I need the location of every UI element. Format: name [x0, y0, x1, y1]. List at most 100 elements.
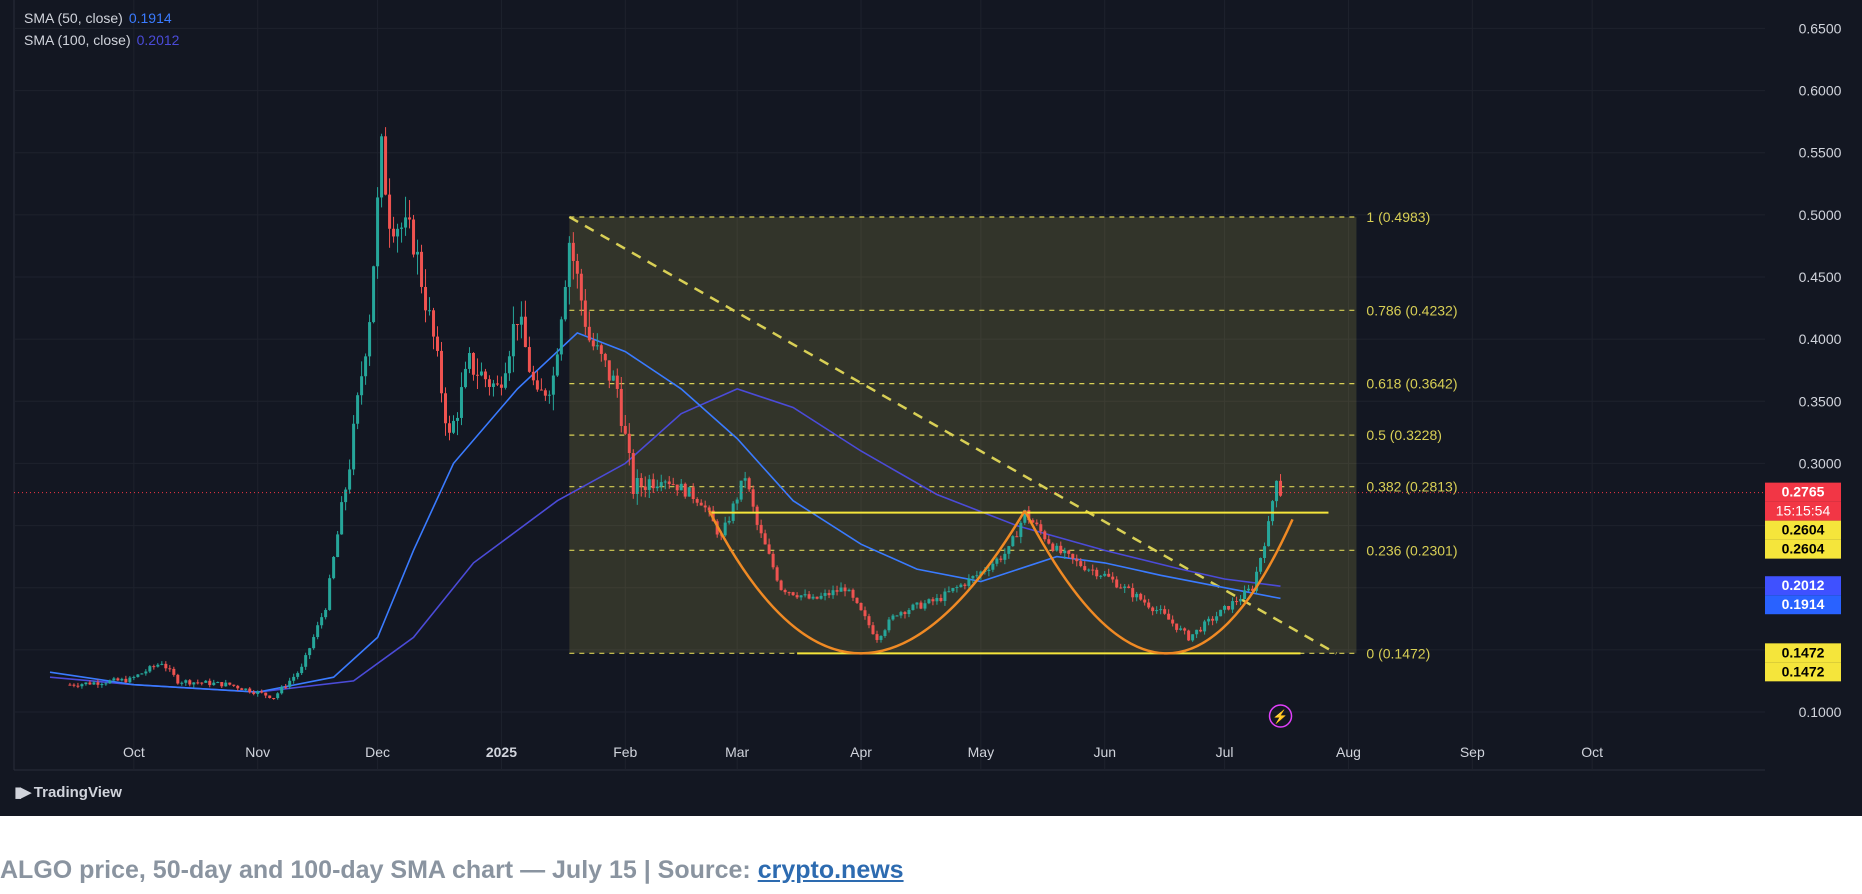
- y-tick-label: 0.5000: [1799, 207, 1842, 223]
- candle-body: [116, 678, 120, 681]
- price-chart[interactable]: Oct Nov Dec 2025 Feb Mar Apr May Jun Jul Aug Sep Oct…: [0, 0, 1862, 816]
- candle-body: [1167, 613, 1171, 620]
- candle-body: [775, 567, 779, 581]
- x-tick-label: Dec: [365, 744, 390, 760]
- candle-body: [759, 524, 763, 534]
- candle-body: [1239, 599, 1243, 602]
- x-tick-label: Feb: [613, 744, 637, 760]
- candle-body: [507, 356, 511, 374]
- candle-body: [943, 591, 947, 602]
- source-link[interactable]: crypto.news: [757, 856, 904, 884]
- candle-body: [1219, 609, 1223, 617]
- price-axis-label-text: 0.2604: [1782, 522, 1825, 538]
- candle-body: [791, 592, 795, 596]
- candle-body: [971, 576, 975, 579]
- candle-body: [172, 668, 176, 675]
- price-axis-label-text: 0.1914: [1782, 596, 1825, 612]
- candle-body: [587, 326, 591, 341]
- candle-body: [751, 489, 755, 507]
- candle-body: [320, 617, 324, 626]
- candle-body: [300, 666, 304, 674]
- candle-body: [248, 688, 252, 693]
- candle-body: [1227, 605, 1231, 610]
- candle-body: [591, 340, 595, 347]
- candle-body: [1031, 520, 1035, 523]
- descending-trendline: [568, 215, 1338, 655]
- candle-body: [208, 680, 212, 686]
- price-axis-label: [1765, 539, 1841, 559]
- candle-body: [276, 693, 280, 699]
- candle-body: [240, 688, 244, 690]
- candle-body: [316, 625, 320, 638]
- candle-body: [1243, 590, 1247, 600]
- candle-body: [1259, 557, 1263, 572]
- tradingview-logo[interactable]: ▮▶ TradingView: [14, 783, 122, 802]
- candle-body: [324, 609, 328, 618]
- candle-body: [787, 592, 791, 594]
- candle-body: [575, 260, 579, 274]
- candle-body: [795, 595, 799, 598]
- candle-body: [811, 596, 815, 599]
- candle-body: [835, 590, 839, 592]
- candle-body: [535, 380, 539, 390]
- candle-body: [228, 682, 232, 685]
- candle-body: [344, 489, 348, 503]
- candle-body: [467, 352, 471, 369]
- candle-body: [543, 390, 547, 396]
- candle-body: [1187, 630, 1191, 641]
- candle-body: [935, 597, 939, 602]
- candle-body: [1019, 522, 1023, 537]
- candle-body: [843, 587, 847, 592]
- x-tick-label: Mar: [725, 744, 749, 760]
- candle-body: [372, 266, 376, 323]
- candle-body: [328, 578, 332, 610]
- candle-body: [232, 684, 236, 686]
- candle-body: [128, 677, 132, 683]
- candle-body: [963, 584, 967, 586]
- fib-level-label: 0.5 (0.3228): [1366, 427, 1442, 443]
- candle-body: [124, 678, 128, 683]
- candle-body: [1047, 539, 1051, 544]
- candle-body: [1147, 602, 1151, 608]
- candle-body: [475, 374, 479, 376]
- candle-body: [424, 286, 428, 311]
- candle-body: [84, 682, 88, 685]
- candle-body: [140, 673, 144, 675]
- candle-body: [436, 336, 440, 351]
- candle-body: [1255, 571, 1259, 591]
- candle-body: [1159, 609, 1163, 611]
- candle-body: [408, 217, 412, 220]
- candle-body: [272, 698, 276, 700]
- candle-body: [1231, 601, 1235, 610]
- candle-body: [807, 594, 811, 599]
- candle-body: [148, 666, 152, 672]
- candle-body: [1091, 569, 1095, 571]
- candle-body: [727, 520, 731, 523]
- candle-body: [499, 384, 503, 388]
- candle-body: [699, 502, 703, 506]
- candle-body: [1003, 553, 1007, 560]
- candle-body: [823, 593, 827, 596]
- candle-body: [384, 136, 388, 195]
- candle-body: [947, 591, 951, 593]
- candle-body: [563, 286, 567, 320]
- candle-body: [799, 595, 803, 598]
- candle-body: [1075, 558, 1079, 562]
- candle-body: [907, 609, 911, 615]
- candle-body: [803, 594, 807, 596]
- candle-body: [447, 423, 451, 433]
- candle-body: [1155, 610, 1159, 612]
- candle-body: [839, 587, 843, 592]
- candle-body: [527, 347, 531, 372]
- candle-body: [360, 376, 364, 396]
- candle-body: [667, 481, 671, 485]
- candle-body: [827, 593, 831, 596]
- candle-body: [455, 417, 459, 421]
- candle-body: [1111, 576, 1115, 580]
- sma50-legend-label: SMA (50, close): [24, 10, 123, 26]
- candle-body: [340, 502, 344, 535]
- candle-body: [196, 682, 200, 684]
- chart-area[interactable]: Oct Nov Dec 2025 Feb Mar Apr May Jun Jul Aug Sep Oct…: [0, 0, 1862, 816]
- candle-body: [695, 499, 699, 503]
- right-bottom-arc: [1023, 510, 1294, 655]
